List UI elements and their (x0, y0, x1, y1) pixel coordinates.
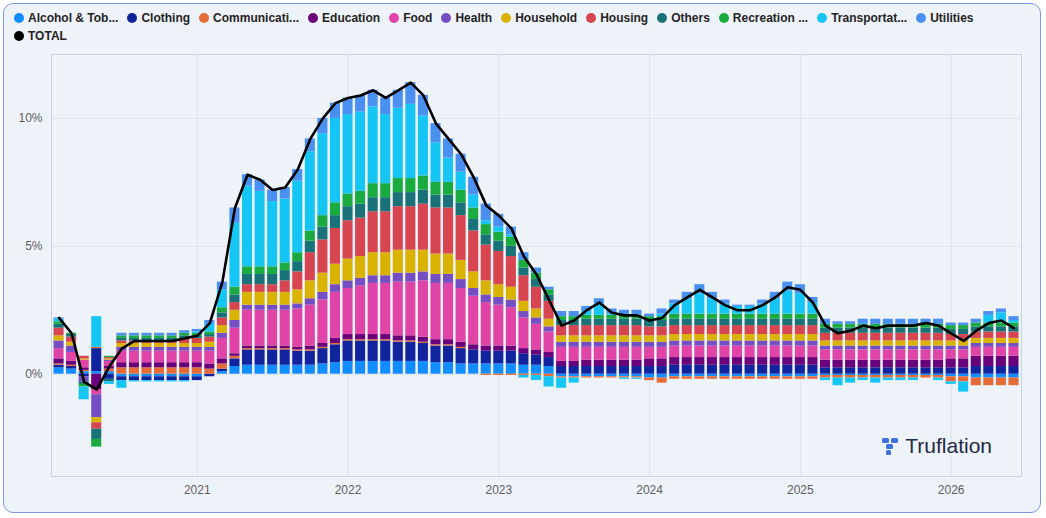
svg-text:2022: 2022 (335, 483, 362, 497)
svg-text:2023: 2023 (485, 483, 512, 497)
html-text:Recreation ...: Recreation ... (732, 11, 809, 25)
html-text:Education: Education (322, 11, 381, 25)
html-text:Household: Household (515, 11, 578, 25)
svg-text:10%: 10% (18, 111, 42, 125)
html-text:TOTAL: TOTAL (28, 29, 67, 43)
html-text:Truflation: Truflation (905, 434, 992, 457)
html-text:Clothing: Clothing (141, 11, 191, 25)
html-text:Utilities: Utilities (930, 11, 974, 25)
html-text:Others: Others (671, 11, 710, 25)
svg-text:2021: 2021 (184, 483, 211, 497)
svg-text:0%: 0% (25, 367, 43, 381)
html-text:Communicati...: Communicati... (213, 11, 300, 25)
html-text:Housing: Housing (600, 11, 649, 25)
html-text:Health: Health (455, 11, 493, 25)
svg-text:5%: 5% (25, 239, 43, 253)
svg-text:2025: 2025 (787, 483, 814, 497)
svg-text:2026: 2026 (938, 483, 965, 497)
html-text:Transportat...: Transportat... (831, 11, 908, 25)
svg-text:2024: 2024 (636, 483, 663, 497)
html-text:Food: Food (403, 11, 433, 25)
html-text:Alcohol & Tob...: Alcohol & Tob... (28, 11, 119, 25)
